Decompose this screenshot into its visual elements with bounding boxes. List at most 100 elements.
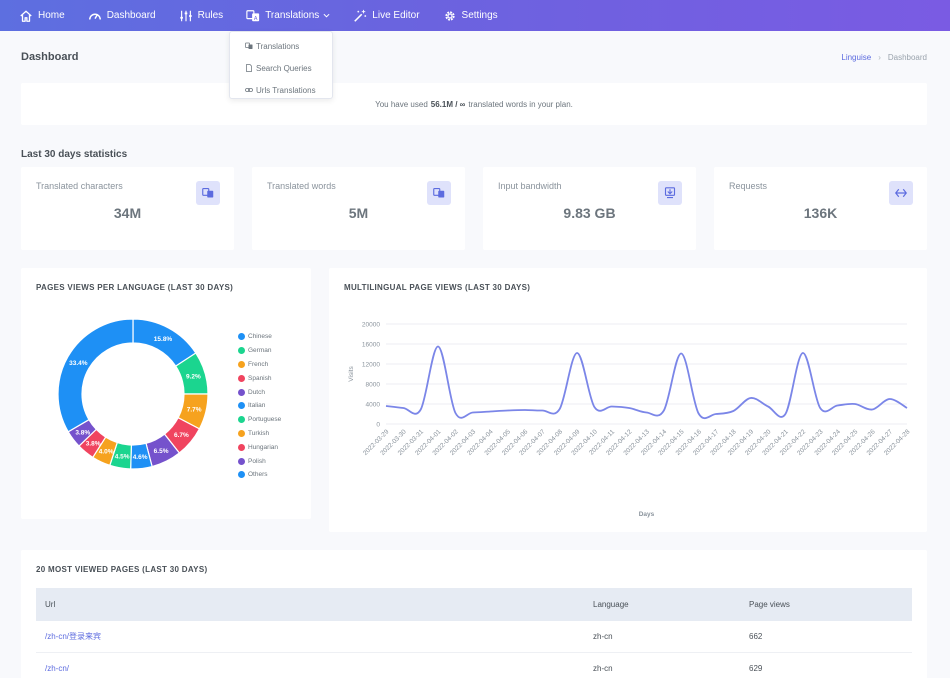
- stat-card-translated-words: Translated words 5M: [252, 167, 465, 250]
- y-tick-label: 8000: [366, 382, 381, 389]
- line-chart-title: MULTILINGUAL PAGE VIEWS (LAST 30 DAYS): [344, 283, 531, 292]
- donut-slice-label: 6.5%: [154, 448, 169, 455]
- top-pages-card: 20 MOST VIEWED PAGES (LAST 30 DAYS) Url …: [21, 550, 927, 678]
- legend-label: Dutch: [248, 388, 265, 396]
- nav-settings-label: Settings: [461, 10, 498, 21]
- nav-dashboard[interactable]: Dashboard: [88, 9, 156, 23]
- legend-item-turkish[interactable]: Turkish: [238, 427, 281, 441]
- donut-slice-label: 4.5%: [115, 454, 130, 461]
- stat-card-input-bandwidth: Input bandwidth 9.83 GB: [483, 167, 696, 250]
- arrows-icon: [889, 181, 913, 205]
- dropdown-item-label: Translations: [256, 41, 300, 51]
- page-views: 662: [749, 632, 763, 641]
- nav-dashboard-label: Dashboard: [106, 10, 156, 21]
- page-title: Dashboard: [21, 51, 79, 63]
- legend-label: Polish: [248, 457, 266, 465]
- breadcrumb-current: Dashboard: [887, 53, 927, 62]
- donut-slice-label: 7.7%: [187, 407, 202, 414]
- breadcrumb: Linguise › Dashboard: [841, 53, 927, 62]
- stat-value: 136K: [803, 205, 838, 221]
- legend-label: Portuguese: [248, 416, 282, 424]
- dropdown-item-search-queries[interactable]: Search Queries: [230, 58, 332, 78]
- download-icon: [658, 181, 682, 205]
- translate-icon: [427, 181, 451, 205]
- legend-label: Spanish: [248, 374, 272, 382]
- stats-section-title: Last 30 days statistics: [21, 149, 128, 160]
- page-url-link[interactable]: /zh-cn/: [45, 664, 70, 673]
- stat-value: 34M: [113, 205, 142, 221]
- breadcrumb-link-linguise[interactable]: Linguise: [841, 53, 872, 62]
- legend-label: German: [248, 347, 272, 355]
- document-icon: [246, 64, 252, 72]
- stat-card-translated-characters: Translated characters 34M: [21, 167, 234, 250]
- legend-item-dutch[interactable]: Dutch: [238, 385, 281, 399]
- donut-legend: Chinese German French Spanish Dutch Italian Po…: [238, 330, 281, 482]
- translate-icon: [245, 42, 253, 49]
- legend-item-others[interactable]: Others: [238, 468, 281, 482]
- donut-chart: 15.8% 9.2% 7.7% 6.7% 6.5% 4.6%4.5%4.0% 3.8% 3.8…: [57, 318, 209, 470]
- legend-item-german[interactable]: German: [238, 344, 281, 358]
- table-row: /zh-cn/登录来宾 zh-cn 662: [36, 621, 912, 653]
- legend-item-italian[interactable]: Italian: [238, 399, 281, 413]
- donut-slice-label: 3.8%: [86, 440, 101, 447]
- donut-slice-label: 3.8%: [75, 429, 90, 436]
- legend-label: Hungarian: [248, 443, 278, 451]
- legend-label: Others: [248, 471, 268, 479]
- legend-swatch: [238, 416, 245, 424]
- legend-item-portuguese[interactable]: Portuguese: [238, 413, 281, 427]
- legend-swatch: [238, 471, 245, 479]
- legend-item-chinese[interactable]: Chinese: [238, 330, 281, 344]
- donut-chart-title: PAGES VIEWS PER LANGUAGE (LAST 30 DAYS): [36, 283, 234, 292]
- legend-swatch: [238, 333, 245, 341]
- line-chart: 040008000120001600020000VisitsDays2022-0…: [348, 322, 912, 519]
- nav-live-editor[interactable]: Live Editor: [353, 9, 420, 23]
- nav-home[interactable]: Home: [19, 9, 65, 23]
- stat-value: 9.83 GB: [563, 205, 616, 221]
- stat-label: Requests: [729, 181, 768, 191]
- y-tick-label: 0: [376, 422, 380, 429]
- svg-text:A: A: [254, 15, 258, 21]
- speedometer-icon: [88, 13, 101, 20]
- dropdown-item-label: Search Queries: [256, 63, 312, 73]
- legend-swatch: [238, 402, 245, 410]
- column-header-language[interactable]: Language: [593, 600, 629, 609]
- nav-settings[interactable]: Settings: [443, 9, 498, 23]
- legend-item-polish[interactable]: Polish: [238, 454, 281, 468]
- legend-swatch: [238, 388, 245, 396]
- legend-swatch: [238, 457, 245, 465]
- table-row: /zh-cn/ zh-cn 629: [36, 653, 912, 678]
- dropdown-item-translations[interactable]: Translations: [230, 36, 332, 56]
- nav-translations[interactable]: A Translations: [246, 9, 330, 23]
- translations-dropdown-menu: Translations Search Queries Urls Transla…: [229, 31, 333, 99]
- legend-item-french[interactable]: French: [238, 358, 281, 372]
- stat-label: Input bandwidth: [498, 181, 562, 191]
- page-url-link[interactable]: /zh-cn/登录来宾: [45, 632, 102, 641]
- page-views: 629: [749, 664, 763, 673]
- nav-translations-label: Translations: [265, 10, 320, 21]
- page-language: zh-cn: [593, 664, 613, 673]
- donut-slice-label: 4.6%: [133, 454, 148, 461]
- legend-item-hungarian[interactable]: Hungarian: [238, 440, 281, 454]
- column-header-page-views[interactable]: Page views: [749, 600, 790, 609]
- dropdown-item-urls-translations[interactable]: Urls Translations: [230, 80, 332, 100]
- y-tick-label: 4000: [366, 402, 381, 409]
- page-views-line[interactable]: [385, 345, 908, 420]
- stat-value: 5M: [348, 205, 369, 221]
- nav-rules[interactable]: Rules: [179, 9, 224, 23]
- donut-slice-others[interactable]: [57, 318, 134, 433]
- donut-slice-label: 4.0%: [99, 449, 114, 456]
- breadcrumb-separator: ›: [878, 53, 881, 62]
- gear-icon: [444, 10, 455, 21]
- nav-live-editor-label: Live Editor: [372, 10, 420, 21]
- top-pages-title: 20 MOST VIEWED PAGES (LAST 30 DAYS): [36, 565, 208, 574]
- legend-swatch: [238, 374, 245, 382]
- legend-label: Turkish: [248, 429, 270, 437]
- translate-icon: [196, 181, 220, 205]
- legend-item-spanish[interactable]: Spanish: [238, 371, 281, 385]
- page-language: zh-cn: [593, 632, 613, 641]
- column-header-url[interactable]: Url: [45, 600, 56, 609]
- nav-rules-label: Rules: [197, 10, 224, 21]
- usage-amount: 56.1M / ∞: [430, 99, 466, 109]
- chevron-down-icon: [323, 13, 330, 18]
- donut-slice-label: 6.7%: [174, 432, 189, 439]
